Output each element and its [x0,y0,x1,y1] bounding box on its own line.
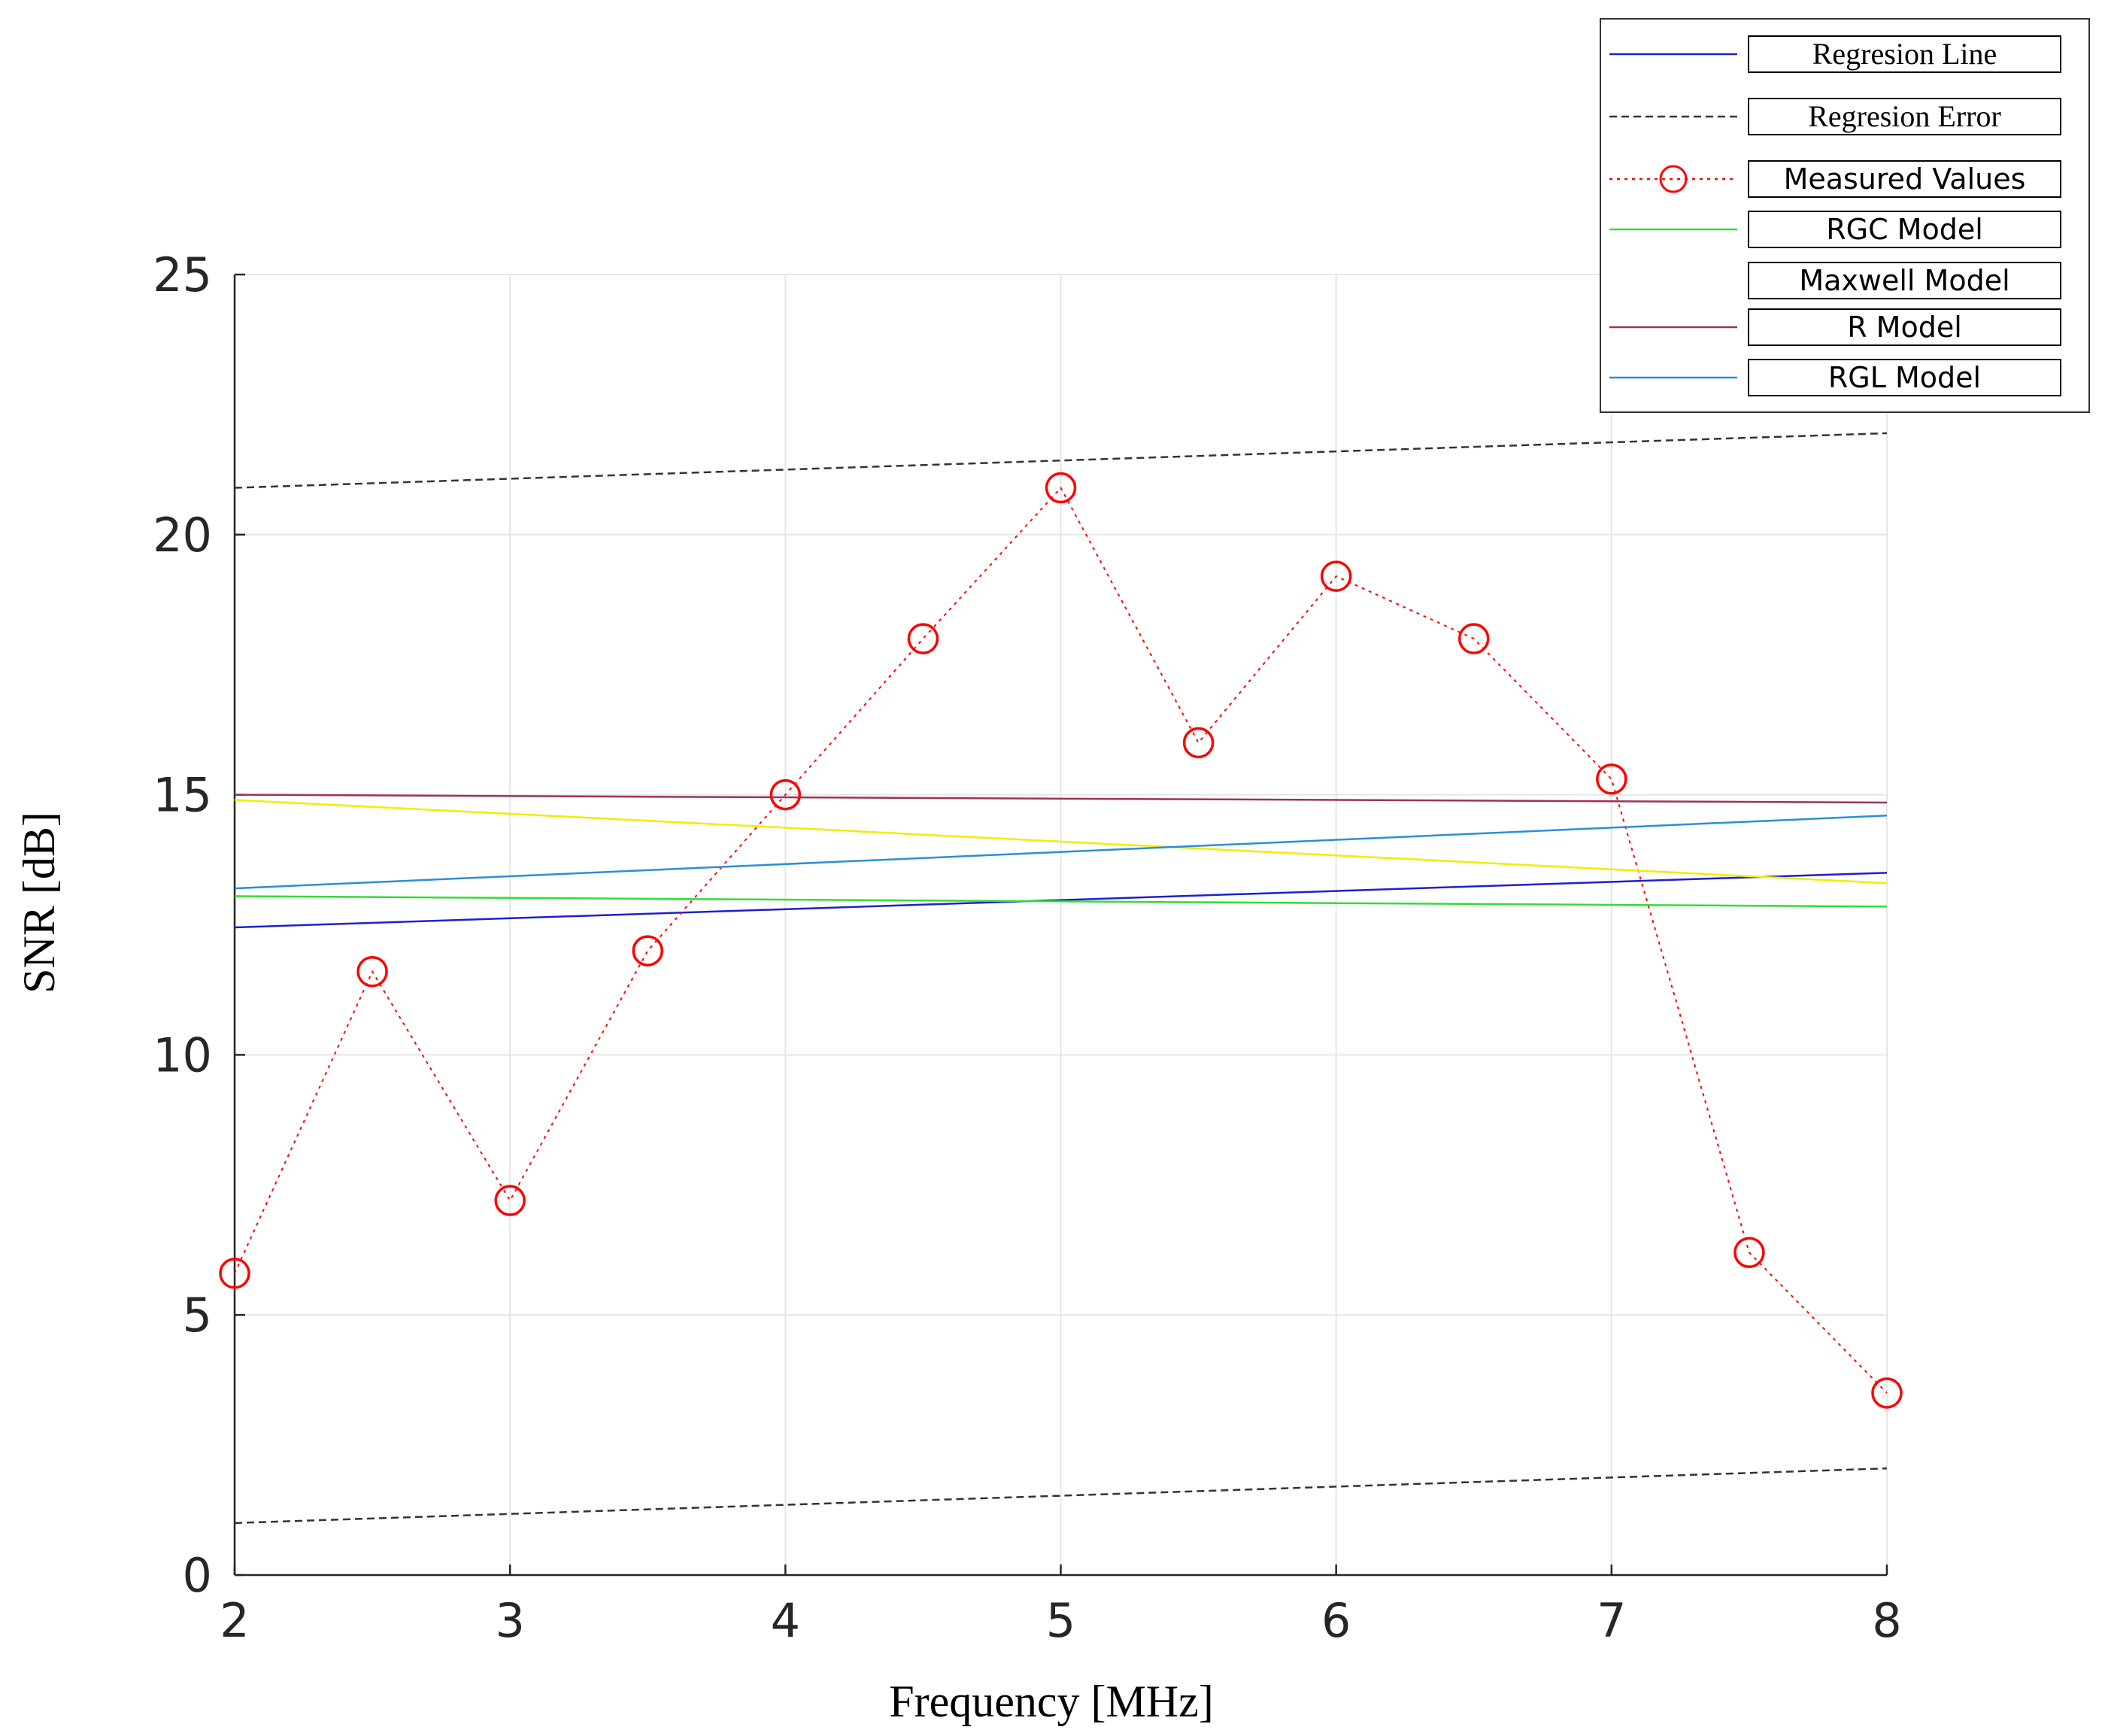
legend-label: R Model [1847,311,1962,344]
grid [234,274,1888,1576]
legend-label: RGL Model [1828,361,1981,394]
tick-labels: 2 3 4 5 6 7 8 0 5 10 15 20 25 [153,247,1902,1648]
y-tick-label: 5 [183,1288,212,1343]
series-line-maxwell-model [234,799,1888,885]
measured-value-point [1871,1377,1903,1409]
y-axis-label: SNR [dB] [14,812,64,994]
measured-value-point [1045,472,1077,504]
y-tick-label: 20 [153,508,212,563]
series-line-r-model [234,794,1888,804]
legend-label-box [1748,359,2061,396]
series-line-regresion-line [234,872,1888,929]
measured-value-point [356,955,388,988]
legend-label: Regresion Error [1808,99,2001,133]
measured-value-point [1733,1237,1765,1268]
y-tick-label: 15 [153,768,212,823]
legend-label: RGC Model [1826,213,1983,246]
measured-value-point [1596,763,1627,795]
legend-label-box [1748,262,2061,299]
y-tick-label: 0 [183,1548,212,1603]
legend-label: Regresion Line [1812,37,1997,71]
y-tick-label: 25 [153,247,212,302]
measured-value-point [632,935,663,967]
measured-value-point [769,778,802,811]
x-tick-label: 8 [1872,1593,1901,1648]
legend-label-box [1748,98,2061,135]
measured-value-point [1182,727,1215,759]
series-line-rgl-model [234,815,1888,890]
y-tick-label: 10 [153,1027,212,1082]
axes [233,273,1888,1577]
legend: Regresion Line Regresion Error Measured Va… [1600,18,2090,413]
measured-value-point [494,1185,526,1216]
x-tick-label: 5 [1046,1593,1075,1648]
legend-label-box [1748,308,2061,346]
legend-label-box [1748,35,2061,73]
measured-value-point [1320,560,1352,592]
measured-value-point [907,623,939,654]
x-tick-label: 3 [495,1593,524,1648]
measured-value-point [219,1258,250,1289]
plot-series [219,432,1903,1525]
x-axis-label: Frequency [MHz] [889,1677,1214,1726]
x-tick-label: 4 [771,1593,800,1648]
series-line-regresion-error-lower [234,1467,1888,1525]
measured-value-point [1458,623,1490,654]
legend-marker [1659,165,1688,193]
legend-label: Maxwell Model [1799,264,2009,297]
legend-label: Measured Values [1784,162,2026,196]
series-line-measured-values [234,486,1888,1394]
legend-label-box [1748,211,2061,248]
legend-label-box [1748,160,2061,198]
series-line-rgc-model [234,895,1888,908]
series-line-regresion-error [234,432,1888,489]
x-tick-label: 7 [1597,1593,1626,1648]
x-tick-label: 2 [220,1593,249,1648]
x-tick-label: 6 [1321,1593,1351,1648]
